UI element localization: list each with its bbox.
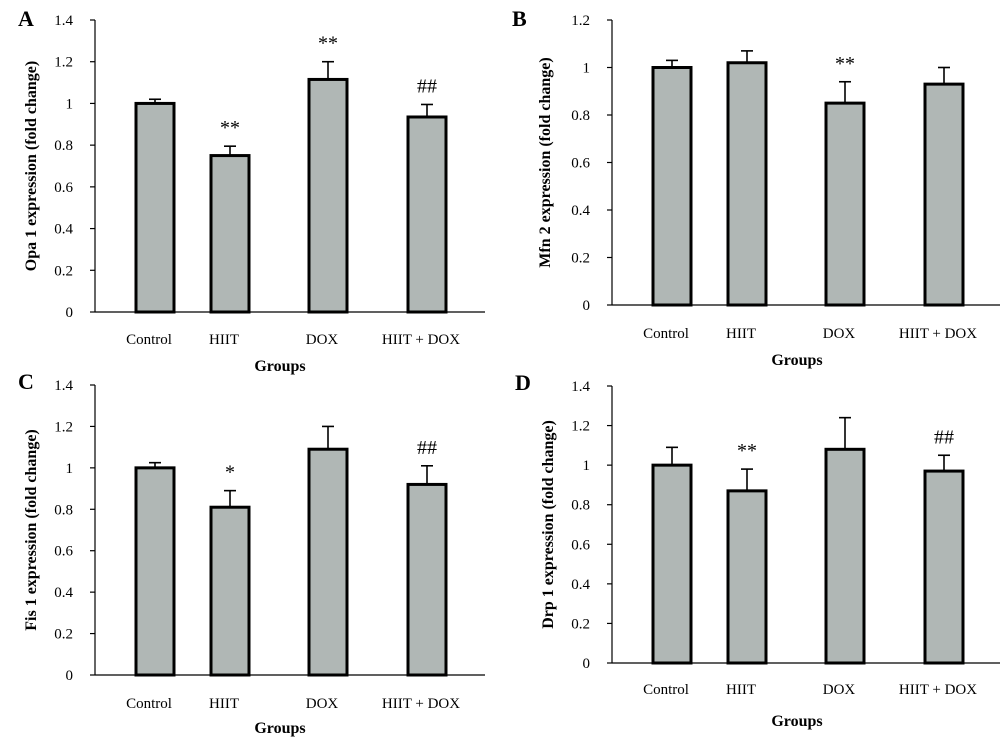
y-tick-label: 1.4 (54, 13, 73, 29)
y-tick-label: 0.2 (571, 251, 590, 267)
chart-panel-a: A 0 0.2 0.4 0.6 0.8 1 1.2 1.4 Opa 1 expression (f… (18, 6, 485, 375)
significance-marker: ** (737, 440, 757, 462)
y-tick-label: 0 (66, 305, 74, 321)
y-axis-title: Fis 1 expression (fold change) (23, 429, 40, 630)
bar-control (134, 101, 176, 314)
panel-label: C (18, 369, 34, 394)
y-axis-title: Drp 1 expression (fold change) (540, 420, 557, 629)
significance-marker: ** (220, 117, 240, 139)
y-tick-label: 1.2 (54, 55, 73, 71)
bar-dox (824, 447, 866, 665)
chart-panel-d: D 0 0.2 0.4 0.6 0.8 1 1.2 1.4 Drp 1 expression (f… (515, 370, 1000, 730)
bar-hiit (726, 61, 768, 307)
y-tick-label: 1 (583, 61, 591, 77)
x-category-label: Control (643, 326, 689, 342)
y-tick-label: 0.6 (571, 156, 590, 172)
y-tick-label: 1 (66, 96, 74, 112)
x-category-label: Control (643, 682, 689, 698)
significance-marker: ** (318, 33, 338, 55)
significance-marker: ## (417, 437, 437, 459)
y-tick-label: 1.2 (54, 419, 73, 435)
y-tick-label: 0 (583, 656, 591, 672)
x-axis-title: Groups (254, 358, 305, 375)
x-category-label: DOX (823, 682, 856, 698)
x-category-label: HIIT (726, 682, 756, 698)
significance-marker: ** (835, 53, 855, 75)
x-category-label: HIIT + DOX (382, 332, 460, 348)
bar-control (651, 463, 693, 665)
y-tick-label: 1.4 (571, 379, 590, 395)
x-category-label: DOX (823, 326, 856, 342)
y-tick-label: 0 (66, 668, 74, 684)
y-tick-label: 0.4 (54, 222, 73, 238)
y-tick-label: 1 (66, 461, 74, 477)
bar-hiit-dox (406, 482, 448, 677)
bar-hiit-dox (406, 115, 448, 314)
y-tick-label: 0.2 (54, 263, 73, 279)
bar-control (651, 66, 693, 307)
bar-dox (307, 77, 349, 314)
x-category-label: Control (126, 332, 172, 348)
y-tick-label: 0.4 (571, 203, 590, 219)
panel-label: D (515, 370, 531, 395)
bar-hiit (209, 505, 251, 677)
chart-panel-c: C 0 0.2 0.4 0.6 0.8 1 1.2 1.4 Fis 1 expression (f… (18, 369, 485, 737)
y-tick-label: 1 (583, 458, 591, 474)
y-tick-label: 0.8 (54, 138, 73, 154)
y-tick-label: 0.8 (571, 108, 590, 124)
bar-dox (307, 447, 349, 677)
y-tick-label: 0.2 (571, 616, 590, 632)
significance-marker: ## (934, 426, 954, 448)
y-tick-label: 0 (583, 298, 591, 314)
bar-hiit-dox (923, 469, 965, 665)
y-axis-title: Opa 1 expression (fold change) (23, 61, 40, 271)
x-axis-title: Groups (254, 720, 305, 737)
y-tick-label: 0.6 (571, 537, 590, 553)
significance-marker: * (225, 462, 235, 484)
x-category-label: Control (126, 696, 172, 712)
y-tick-label: 1.2 (571, 419, 590, 435)
y-tick-label: 0.8 (54, 502, 73, 518)
bar-dox (824, 101, 866, 307)
x-category-label: DOX (306, 332, 339, 348)
bar-hiit (726, 489, 768, 665)
y-tick-label: 0.8 (571, 498, 590, 514)
y-tick-label: 1.2 (571, 13, 590, 29)
x-category-label: HIIT + DOX (899, 326, 977, 342)
panel-label: A (18, 6, 34, 31)
bar-control (134, 466, 176, 677)
x-category-label: HIIT (209, 696, 239, 712)
x-category-label: HIIT (209, 332, 239, 348)
bar-hiit (209, 154, 251, 314)
x-axis-title: Groups (771, 352, 822, 369)
y-tick-label: 0.4 (571, 577, 590, 593)
y-tick-label: 0.2 (54, 627, 73, 643)
x-category-label: HIIT + DOX (899, 682, 977, 698)
panel-label: B (512, 6, 527, 31)
y-axis-title: Mfn 2 expression (fold change) (537, 57, 554, 267)
x-category-label: HIIT + DOX (382, 696, 460, 712)
y-tick-label: 1.4 (54, 378, 73, 394)
x-axis-title: Groups (771, 713, 822, 730)
y-tick-label: 0.6 (54, 544, 73, 560)
bar-hiit-dox (923, 82, 965, 307)
chart-panel-b: B 0 0.2 0.4 0.6 0.8 1 1.2 Mfn 2 expression (fold… (512, 6, 1000, 369)
x-category-label: HIIT (726, 326, 756, 342)
x-category-label: DOX (306, 696, 339, 712)
significance-marker: ## (417, 75, 437, 97)
y-tick-label: 0.4 (54, 585, 73, 601)
y-tick-label: 0.6 (54, 180, 73, 196)
